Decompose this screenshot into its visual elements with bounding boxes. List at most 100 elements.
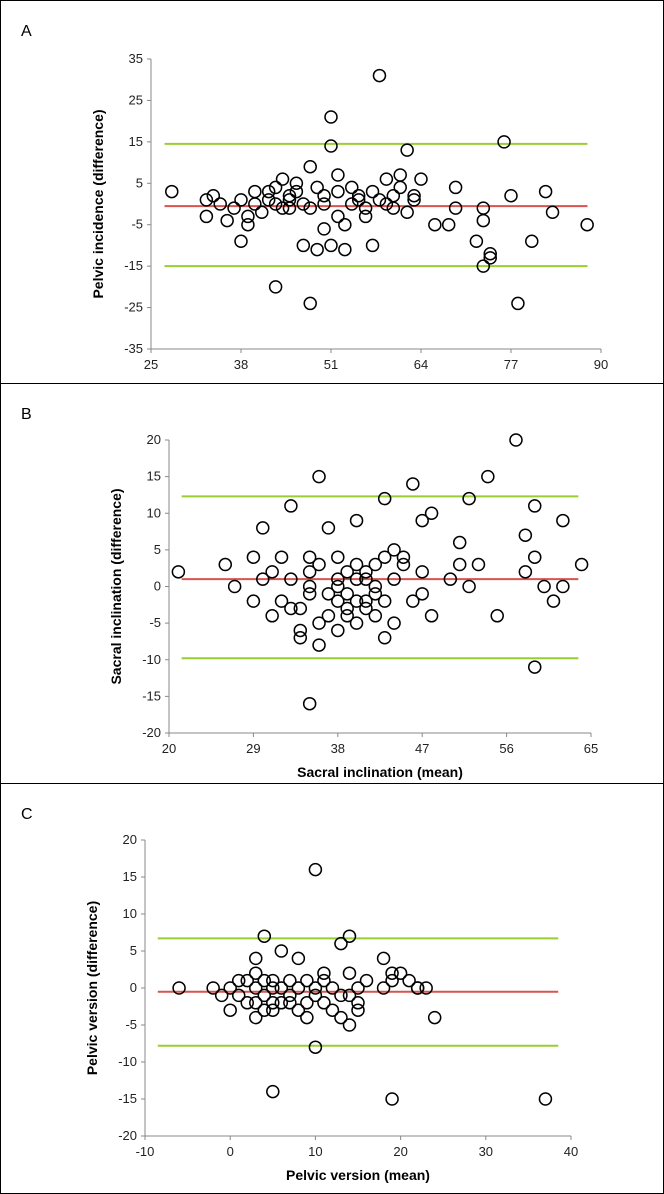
data-point bbox=[220, 213, 234, 228]
data-point bbox=[321, 609, 336, 623]
data-point bbox=[331, 168, 345, 182]
data-point bbox=[527, 660, 542, 674]
data-point bbox=[351, 188, 366, 203]
data-point bbox=[385, 1092, 399, 1106]
data-point bbox=[556, 513, 570, 528]
data-point bbox=[387, 572, 401, 586]
data-point bbox=[331, 184, 345, 199]
y-tick-label: -20 bbox=[142, 725, 161, 740]
data-point bbox=[331, 623, 345, 638]
data-point bbox=[274, 594, 289, 608]
data-point bbox=[518, 528, 533, 542]
data-point bbox=[334, 988, 348, 1003]
y-tick-label: 10 bbox=[147, 505, 161, 520]
data-point bbox=[377, 550, 392, 564]
data-point bbox=[387, 616, 401, 630]
data-point bbox=[476, 213, 491, 228]
data-point bbox=[385, 966, 399, 980]
data-point bbox=[199, 193, 214, 207]
panel-c-label: C bbox=[21, 806, 33, 823]
data-point bbox=[172, 981, 186, 995]
data-point bbox=[302, 579, 317, 594]
data-point bbox=[266, 1003, 280, 1017]
y-axis-title: Pelvic incidence (difference) bbox=[90, 109, 106, 298]
data-point bbox=[338, 217, 352, 232]
data-point bbox=[268, 180, 283, 195]
data-point bbox=[282, 193, 297, 207]
data-point bbox=[296, 197, 311, 211]
data-point bbox=[257, 1003, 272, 1017]
data-point bbox=[218, 557, 233, 572]
data-point bbox=[476, 259, 491, 273]
data-point bbox=[545, 205, 560, 220]
y-tick-label: 10 bbox=[123, 906, 137, 921]
x-tick-label: -10 bbox=[136, 1144, 155, 1159]
data-point bbox=[358, 201, 373, 215]
data-point bbox=[580, 217, 594, 232]
data-point bbox=[303, 159, 317, 174]
data-point bbox=[376, 981, 391, 995]
data-point bbox=[302, 550, 317, 564]
x-tick-label: 65 bbox=[584, 741, 598, 756]
data-point bbox=[321, 521, 336, 535]
data-point bbox=[312, 616, 326, 630]
data-point bbox=[527, 499, 542, 513]
data-point bbox=[293, 623, 308, 638]
data-point bbox=[331, 579, 345, 594]
data-point bbox=[340, 587, 354, 601]
data-point bbox=[240, 973, 254, 988]
data-point bbox=[199, 209, 214, 224]
data-point bbox=[324, 238, 338, 253]
data-point bbox=[415, 513, 429, 528]
data-point bbox=[296, 238, 311, 253]
data-point bbox=[393, 168, 407, 182]
data-point bbox=[284, 572, 298, 586]
data-point bbox=[483, 251, 497, 265]
data-point bbox=[308, 988, 323, 1003]
data-point bbox=[427, 1010, 442, 1025]
data-point bbox=[351, 981, 365, 995]
data-point bbox=[340, 565, 354, 579]
y-tick-label: 0 bbox=[154, 579, 161, 594]
data-point bbox=[310, 180, 324, 195]
data-point bbox=[334, 1010, 348, 1025]
data-point bbox=[310, 242, 324, 257]
data-point bbox=[257, 988, 272, 1003]
data-point bbox=[249, 981, 263, 995]
data-point bbox=[359, 594, 373, 608]
data-point bbox=[462, 491, 476, 506]
data-point bbox=[293, 631, 308, 645]
data-point bbox=[248, 197, 262, 211]
data-point bbox=[358, 209, 373, 224]
data-point bbox=[448, 201, 463, 215]
y-tick-label: 15 bbox=[123, 869, 137, 884]
data-point bbox=[527, 550, 542, 564]
data-point bbox=[331, 594, 345, 608]
data-point bbox=[393, 180, 407, 195]
data-point bbox=[443, 572, 458, 586]
data-point bbox=[317, 197, 331, 211]
y-tick-label: 20 bbox=[147, 432, 161, 447]
y-tick-label: 20 bbox=[123, 832, 137, 847]
data-point bbox=[345, 197, 359, 211]
data-point bbox=[342, 988, 357, 1003]
data-point bbox=[351, 1003, 365, 1017]
x-tick-label: 0 bbox=[227, 1144, 234, 1159]
x-tick-label: 30 bbox=[479, 1144, 493, 1159]
data-point bbox=[317, 188, 331, 203]
data-point bbox=[331, 550, 345, 564]
data-point bbox=[504, 188, 518, 203]
data-point bbox=[349, 513, 364, 528]
data-point bbox=[171, 565, 186, 579]
data-point bbox=[214, 988, 229, 1003]
data-point bbox=[274, 550, 289, 564]
y-tick-label: 5 bbox=[136, 175, 143, 190]
data-point bbox=[241, 209, 255, 224]
y-tick-label: 15 bbox=[129, 134, 143, 149]
data-point bbox=[303, 201, 317, 215]
data-point bbox=[249, 996, 263, 1010]
data-point bbox=[556, 579, 570, 594]
data-point bbox=[393, 966, 408, 980]
